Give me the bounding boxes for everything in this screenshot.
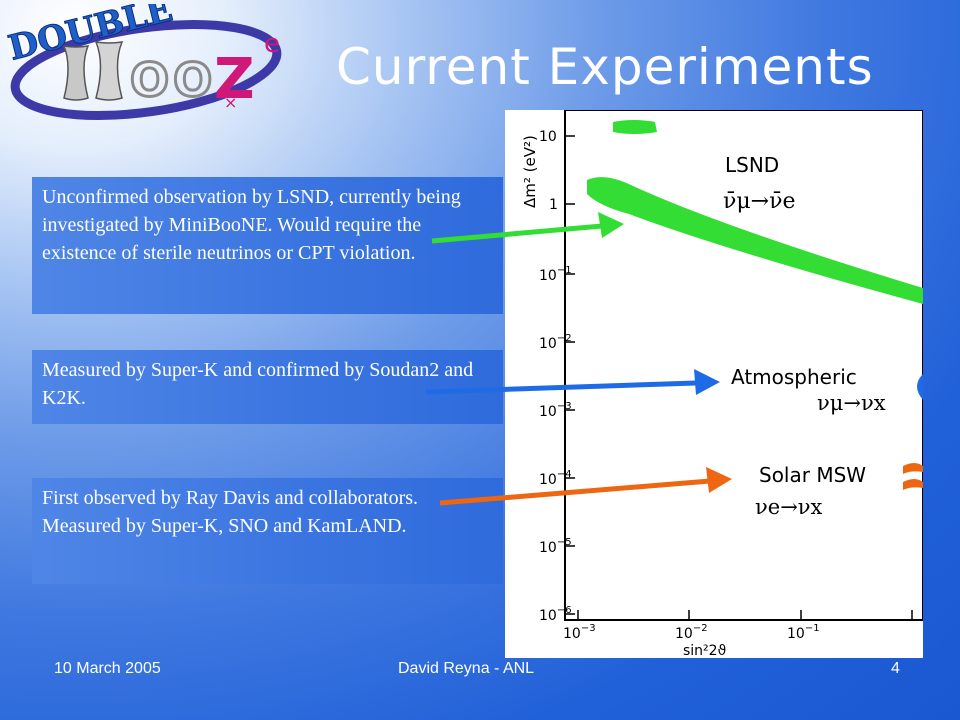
atmospheric-label: Atmospheric (731, 365, 857, 389)
plot-background (505, 110, 923, 658)
y-axis-label: Δm² (eV²) (521, 135, 539, 208)
lsnd-label: LSND (725, 153, 779, 177)
solar-region-edge-top (903, 463, 923, 474)
solar-region-edge-bottom (903, 479, 923, 490)
x-tick-labels: 10−3 10−2 10−1 (563, 623, 820, 642)
lsnd-upper-island (613, 120, 657, 134)
oscillation-plot: 10 1 10−1 10−2 10−3 10−4 10−5 10−6 10−3 … (505, 110, 923, 658)
y-tick-label-0: 10 (539, 129, 557, 145)
cooling-tower-right-icon (94, 41, 124, 101)
x-tick-marks (577, 610, 913, 620)
x-tick-label-1: 10−2 (675, 623, 708, 642)
lsnd-description-box: Unconfirmed observation by LSND, current… (32, 177, 503, 314)
solar-channel: νe→νx (755, 495, 823, 519)
double-chooz-logo: DOUBLE OO Z e × (6, 4, 282, 120)
logo-z-text: Z (214, 47, 255, 112)
solar-label: Solar MSW (759, 463, 866, 487)
y-tick-label-6: 10−5 (539, 537, 572, 556)
plot-frame (564, 110, 923, 621)
x-axis-label: sin²2ϑ (683, 643, 726, 658)
atmospheric-description-box: Measured by Super-K and confirmed by Sou… (32, 350, 503, 424)
atmospheric-region-edge (917, 374, 923, 400)
x-tick-label-2: 10−1 (787, 623, 820, 642)
x-tick-label-0: 10−3 (563, 623, 596, 642)
y-tick-label-2: 10−1 (539, 265, 572, 284)
cooling-tower-left-icon (62, 45, 90, 101)
footer-page-number: 4 (891, 660, 900, 677)
lsnd-allowed-band (587, 177, 923, 304)
y-tick-labels: 10 1 10−1 10−2 10−3 10−4 10−5 10−6 (539, 129, 572, 624)
lsnd-channel: ν̄μ→ν̄e (723, 189, 796, 214)
y-tick-label-4: 10−3 (539, 401, 572, 420)
y-tick-label-7: 10−6 (539, 605, 572, 624)
solar-description-box: First observed by Ray Davis and collabor… (32, 478, 503, 584)
y-tick-label-3: 10−2 (539, 333, 572, 352)
logo-e-text: e (264, 29, 280, 59)
slide-title: Current Experiments (336, 38, 874, 96)
logo-oo-text: OO (130, 53, 216, 107)
footer-author: David Reyna - ANL (398, 660, 535, 677)
y-tick-label-1: 1 (549, 197, 558, 213)
logo-x-text: × (224, 93, 237, 112)
y-tick-marks (565, 135, 575, 615)
atmospheric-channel: νμ→νx (817, 391, 886, 415)
footer-date: 10 March 2005 (54, 660, 161, 677)
